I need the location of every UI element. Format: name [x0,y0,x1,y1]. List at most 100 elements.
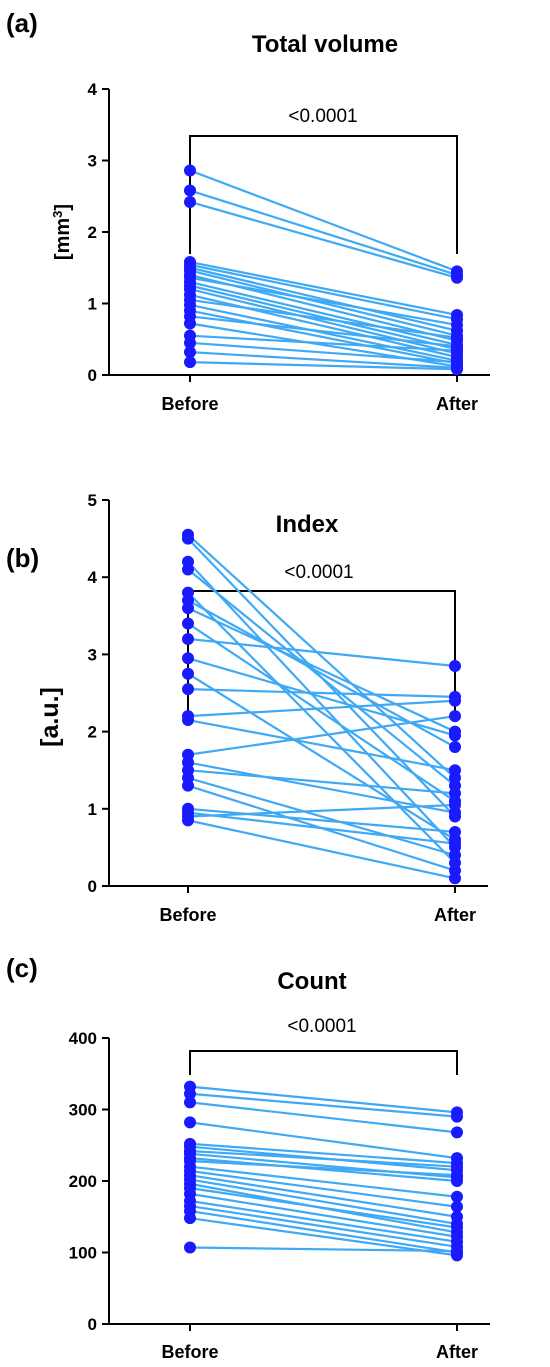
pair-line-6 [189,266,458,332]
pair-line-14 [189,1178,458,1225]
point-before-21 [184,1212,196,1225]
pair-line-16 [189,309,458,365]
point-after-2 [451,1110,463,1123]
x-category-after: After [436,1342,478,1362]
chart-title: Count [277,968,346,995]
pair-line-3 [189,1101,458,1134]
pair-line-3 [189,200,458,279]
significance-bracket [187,590,456,713]
pair-line-9 [189,1157,458,1183]
pair-line-20 [189,1209,458,1254]
pair-line-4 [189,260,458,317]
y-tick-label: 0 [88,1315,97,1334]
pair-line-11 [189,284,458,351]
point-after-12 [451,1200,463,1213]
pair-line-2 [189,189,458,276]
pair-line-11 [189,1165,458,1198]
panel-label: (a) [6,8,38,38]
point-after-18 [449,849,461,862]
point-after-17 [449,787,461,800]
pair-line-12 [189,288,458,355]
pair-line-12 [189,1169,458,1208]
point-before-10 [182,652,194,665]
pair-line-5 [189,1142,458,1165]
y-tick-label: 3 [88,152,97,171]
y-tick-label: 1 [88,800,97,819]
plot-area: 0 100 200 300 400 [69,1029,490,1334]
y-tick-label: 4 [88,80,98,99]
y-tick-label: 2 [88,223,97,242]
x-category-after: After [434,905,476,925]
panel-c: (c) Count <0.0001 0 100 200 300 400 Before A… [6,953,490,1362]
pair-line-13 [187,699,456,718]
pair-line-19 [189,334,458,352]
panel-label: (c) [6,953,38,983]
point-before-4 [184,1116,196,1129]
point-before-7 [182,602,194,615]
plot-area: 0 1 2 3 4 [88,80,490,385]
point-after-19 [451,344,463,357]
point-after-11 [451,1190,463,1203]
pair-line-11 [187,672,456,841]
pair-line-20 [187,807,456,834]
pair-line-2 [189,1092,458,1118]
pair-line-16 [189,1187,458,1229]
x-category-before: Before [161,1342,218,1362]
pair-line-18 [189,1199,458,1243]
pair-line-14 [187,718,456,772]
point-before-14 [182,714,194,727]
x-category-after: After [436,394,478,414]
panel-label: (b) [6,543,39,573]
point-before-23 [182,814,194,827]
pair-line-15 [189,303,458,362]
pair-line-17 [189,1192,458,1238]
point-after-10 [449,729,461,742]
point-before-19 [182,779,194,792]
chart-title: Index [276,511,339,538]
point-after-14 [449,764,461,777]
pair-line-7 [189,1149,458,1168]
pair-line-13 [189,1174,458,1218]
point-before-4 [182,563,194,576]
pair-line-3 [187,561,456,849]
pair-line-17 [189,315,458,348]
point-before-18 [184,317,196,330]
point-before-3 [184,195,196,208]
significance-bracket [189,135,458,254]
y-tick-label: 400 [69,1029,97,1048]
x-category-before: Before [161,394,218,414]
pair-line-7 [189,269,458,337]
significance-label: <0.0001 [288,106,357,127]
pair-line-10 [189,1159,458,1177]
point-after-15 [449,710,461,723]
pair-line-22 [189,1246,458,1253]
point-after-14 [451,331,463,344]
pair-line-22 [187,803,456,818]
pair-line-15 [187,715,456,756]
y-tick-label: 3 [88,645,97,664]
pair-line-5 [187,591,456,864]
point-before-21 [184,346,196,359]
y-tick-label: 300 [69,1101,97,1120]
pair-line-19 [189,1204,458,1248]
pair-line-21 [187,811,456,845]
pair-line-9 [189,276,458,327]
point-after-13 [449,694,461,707]
point-after-22 [449,798,461,811]
point-before-20 [184,336,196,349]
plot-area: 0 1 2 3 4 5 [88,491,488,896]
pair-line-18 [187,776,456,857]
pair-line-1 [189,169,458,273]
y-tick-label: 1 [88,295,97,314]
pair-line-9 [187,637,456,668]
point-after-6 [449,741,461,754]
point-after-9 [449,659,461,672]
point-before-2 [182,532,194,545]
point-before-1 [184,164,196,177]
pair-line-20 [189,341,458,364]
point-before-8 [182,617,194,630]
pair-line-8 [187,622,456,802]
point-after-20 [449,825,461,838]
point-after-22 [451,363,463,376]
pair-line-10 [189,280,458,347]
